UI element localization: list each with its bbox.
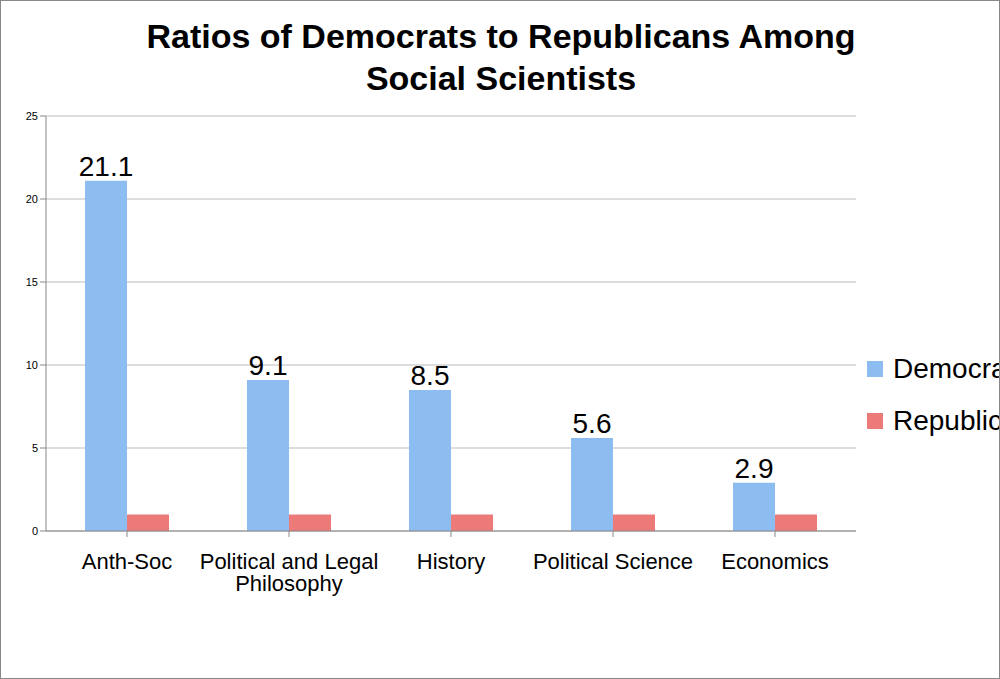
svg-text:Political and LegalPhilosophy: Political and LegalPhilosophy: [200, 549, 379, 596]
svg-text:Anth-Soc: Anth-Soc: [82, 549, 173, 574]
svg-text:25: 25: [26, 110, 38, 122]
svg-text:0: 0: [32, 525, 38, 537]
svg-text:History: History: [417, 549, 485, 574]
svg-text:5: 5: [32, 442, 38, 454]
svg-text:Economics: Economics: [721, 549, 829, 574]
svg-text:2.9: 2.9: [735, 453, 774, 484]
svg-text:5.6: 5.6: [573, 408, 612, 439]
svg-text:10: 10: [26, 359, 38, 371]
html-text:Ratios of Democrats to Republi: Ratios of Democrats to Republicans Among…: [146, 17, 856, 97]
svg-text:8.5: 8.5: [411, 360, 450, 391]
svg-text:20: 20: [26, 193, 38, 205]
svg-text:15: 15: [26, 276, 38, 288]
svg-text:9.1: 9.1: [249, 350, 288, 381]
svg-text:Political Science: Political Science: [533, 549, 693, 574]
svg-text:21.1: 21.1: [79, 151, 134, 182]
